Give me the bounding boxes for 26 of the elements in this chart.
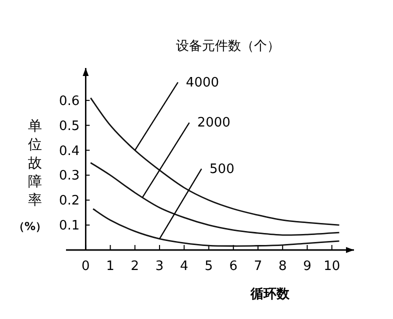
chart-title: 设备元件数（个） (176, 39, 280, 54)
x-tick-label: 4 (180, 259, 188, 274)
x-tick-label: 5 (204, 259, 213, 274)
line-series (90, 162, 340, 236)
y-tick-label: 0.5 (59, 118, 80, 134)
y-tick-label: 0.2 (59, 194, 80, 209)
x-tick-label: 2 (130, 259, 140, 274)
y-tick-label: 0.6 (59, 94, 80, 109)
annotation: 2000 (197, 116, 230, 131)
x-tick-label: 0 (82, 259, 90, 274)
y-tick-label: 0.3 (59, 168, 80, 184)
annotation: 4000 (186, 75, 220, 90)
x-tick-label: 10 (324, 259, 340, 274)
x-tick-label: 8 (278, 259, 287, 274)
x-tick-label: 7 (254, 259, 262, 274)
line-series (92, 208, 340, 247)
x-tick-label: 1 (106, 259, 114, 274)
annotation: 500 (210, 162, 234, 177)
y-tick-label: 0.4 (59, 144, 80, 159)
line-series (90, 97, 340, 226)
x-axis-title: 循环数 (250, 287, 290, 302)
ylabel: 单位故障率（%） (13, 118, 47, 234)
x-tick-label: 3 (155, 259, 164, 274)
y-tick-label: 0.1 (59, 218, 80, 234)
x-tick-label: 6 (229, 259, 238, 274)
x-tick-label: 9 (303, 259, 312, 274)
